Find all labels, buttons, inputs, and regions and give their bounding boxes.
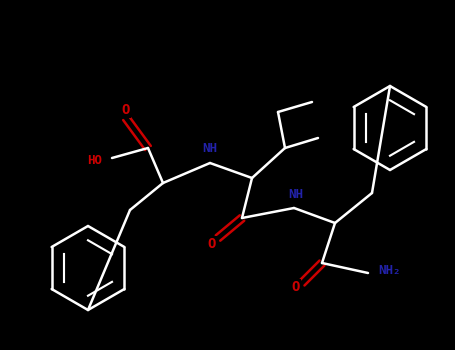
Text: O: O	[122, 103, 130, 117]
Text: O: O	[208, 237, 216, 251]
Text: NH: NH	[202, 142, 217, 155]
Text: NH₂: NH₂	[378, 265, 400, 278]
Text: HO: HO	[87, 154, 102, 167]
Text: O: O	[292, 280, 300, 294]
Text: NH: NH	[288, 188, 303, 201]
